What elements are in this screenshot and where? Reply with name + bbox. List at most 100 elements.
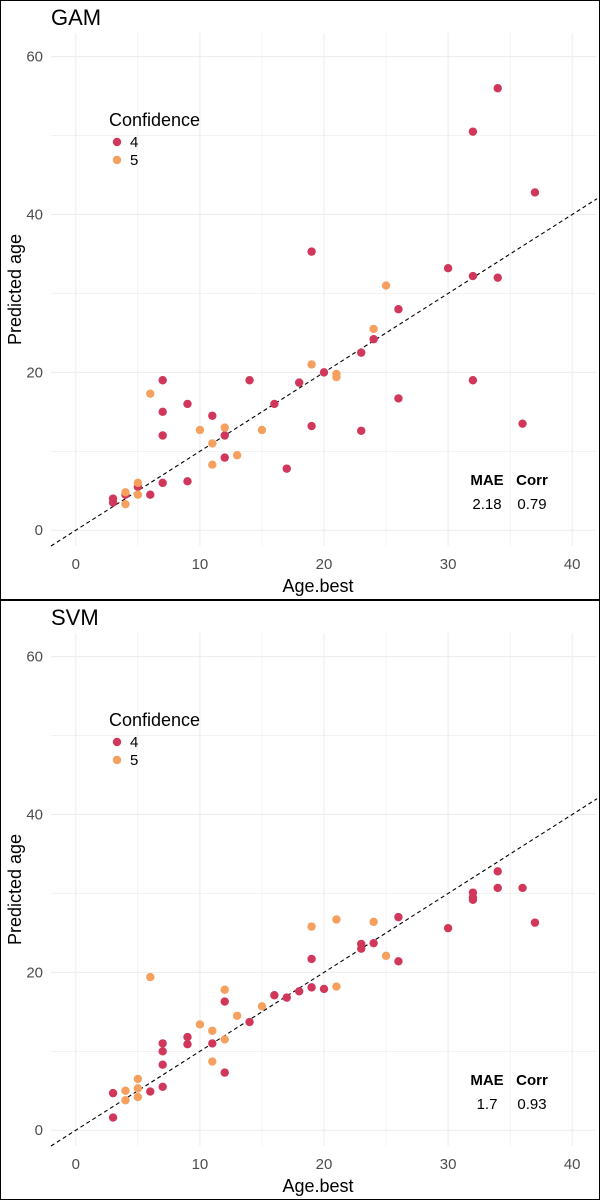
x-tick-label: 10 [192,1156,209,1173]
data-point-confidence-4 [493,273,502,282]
data-point-confidence-5 [381,281,391,290]
data-point-confidence-4 [158,407,167,417]
data-point-confidence-5 [133,490,143,499]
data-point-confidence-5 [208,1026,217,1035]
data-point-confidence-4 [158,376,167,385]
metric-value: 1.7 [477,1096,498,1113]
data-point-confidence-4 [108,498,118,507]
y-tick-label: 40 [26,807,43,824]
legend-swatch-5 [112,155,122,165]
metric-value: 2.18 [472,496,501,513]
data-point-confidence-5 [369,917,378,927]
legend: Confidence 45 [109,110,200,169]
data-point-confidence-4 [270,991,279,1000]
series-4 [108,867,540,1122]
data-point-confidence-5 [232,451,242,460]
data-point-confidence-5 [121,1096,130,1105]
data-point-confidence-5 [195,425,205,435]
data-point-confidence-4 [183,477,192,486]
metric-header: MAE [470,1072,503,1089]
y-tick-label: 0 [35,1122,43,1139]
data-point-confidence-4 [530,188,540,197]
data-point-confidence-4 [158,1039,167,1048]
data-point-confidence-4 [108,1088,118,1098]
data-point-confidence-4 [282,993,291,1002]
metric-header: MAE [470,472,503,489]
legend-title: Confidence [109,710,200,730]
data-point-confidence-5 [121,499,130,509]
y-tick-label: 20 [26,364,43,381]
data-point-confidence-4 [220,1068,229,1077]
x-tick-label: 20 [316,556,333,573]
data-point-confidence-5 [332,915,341,924]
data-point-confidence-4 [208,1039,217,1048]
metric-header: Corr [516,1072,548,1089]
data-point-confidence-5 [220,985,229,994]
legend-label-4: 4 [130,134,138,151]
data-point-confidence-5 [332,982,341,991]
legend-title: Confidence [109,110,200,130]
data-point-confidence-5 [307,922,316,931]
x-axis-label: Age.best [282,1176,353,1196]
y-axis-label: Predicted age [5,234,25,345]
data-point-confidence-4 [282,464,291,473]
data-point-confidence-4 [319,984,329,994]
metrics-table: MAE Corr 1.7 0.93 [470,1072,548,1113]
data-point-confidence-4 [158,478,167,488]
data-point-confidence-4 [443,263,453,273]
series-5 [121,281,391,509]
x-tick-label: 30 [440,1156,457,1173]
data-point-confidence-4 [146,1087,155,1096]
x-tick-label: 40 [564,556,581,573]
data-point-confidence-4 [307,247,316,256]
x-tick-label: 30 [440,556,457,573]
data-point-confidence-4 [357,348,366,357]
data-point-confidence-4 [245,1017,254,1027]
data-point-confidence-4 [245,376,254,385]
chart-title: SVM [51,605,99,630]
data-point-confidence-4 [468,376,478,385]
legend-label-4: 4 [130,734,138,751]
y-tick-label: 60 [26,49,43,66]
x-tick-label: 0 [72,1156,80,1173]
legend-swatch-4 [112,737,122,747]
data-point-confidence-4 [394,394,403,403]
data-point-confidence-5 [133,478,143,488]
data-point-confidence-4 [518,419,527,428]
data-point-confidence-4 [220,431,229,440]
data-point-confidence-5 [195,1020,205,1029]
series-5 [121,915,391,1105]
data-point-confidence-5 [332,372,341,382]
x-axis-label: Age.best [282,576,353,596]
grid [51,633,597,1146]
data-point-confidence-4 [518,883,527,893]
gam-chart: 0 10 20 30 40 0 20 40 60 GAM Age.best Predicted age… [5,5,598,596]
data-point-confidence-4 [108,1113,118,1122]
data-point-confidence-5 [208,460,217,469]
data-point-confidence-4 [294,378,304,387]
data-point-confidence-4 [493,84,502,93]
data-point-confidence-4 [158,1082,167,1092]
data-point-confidence-4 [307,983,316,992]
metric-header: Corr [516,472,548,489]
data-point-confidence-4 [183,399,192,409]
data-point-confidence-4 [394,912,403,922]
data-point-confidence-4 [158,431,167,440]
data-point-confidence-4 [493,867,502,876]
data-point-confidence-5 [257,1002,267,1011]
y-tick-label: 60 [26,649,43,666]
metrics-table: MAE Corr 2.18 0.79 [470,472,548,513]
data-point-confidence-4 [468,127,478,136]
data-point-confidence-4 [357,944,366,953]
data-point-confidence-5 [220,423,229,432]
y-tick-label: 40 [26,207,43,224]
data-point-confidence-4 [270,399,279,409]
data-point-confidence-4 [357,426,366,435]
data-point-confidence-5 [133,1084,143,1093]
data-point-confidence-5 [220,1035,229,1044]
data-point-confidence-4 [319,368,329,377]
data-point-confidence-4 [468,271,478,281]
data-point-confidence-4 [183,1039,192,1049]
data-point-confidence-4 [394,957,403,966]
legend-label-5: 5 [130,152,138,169]
